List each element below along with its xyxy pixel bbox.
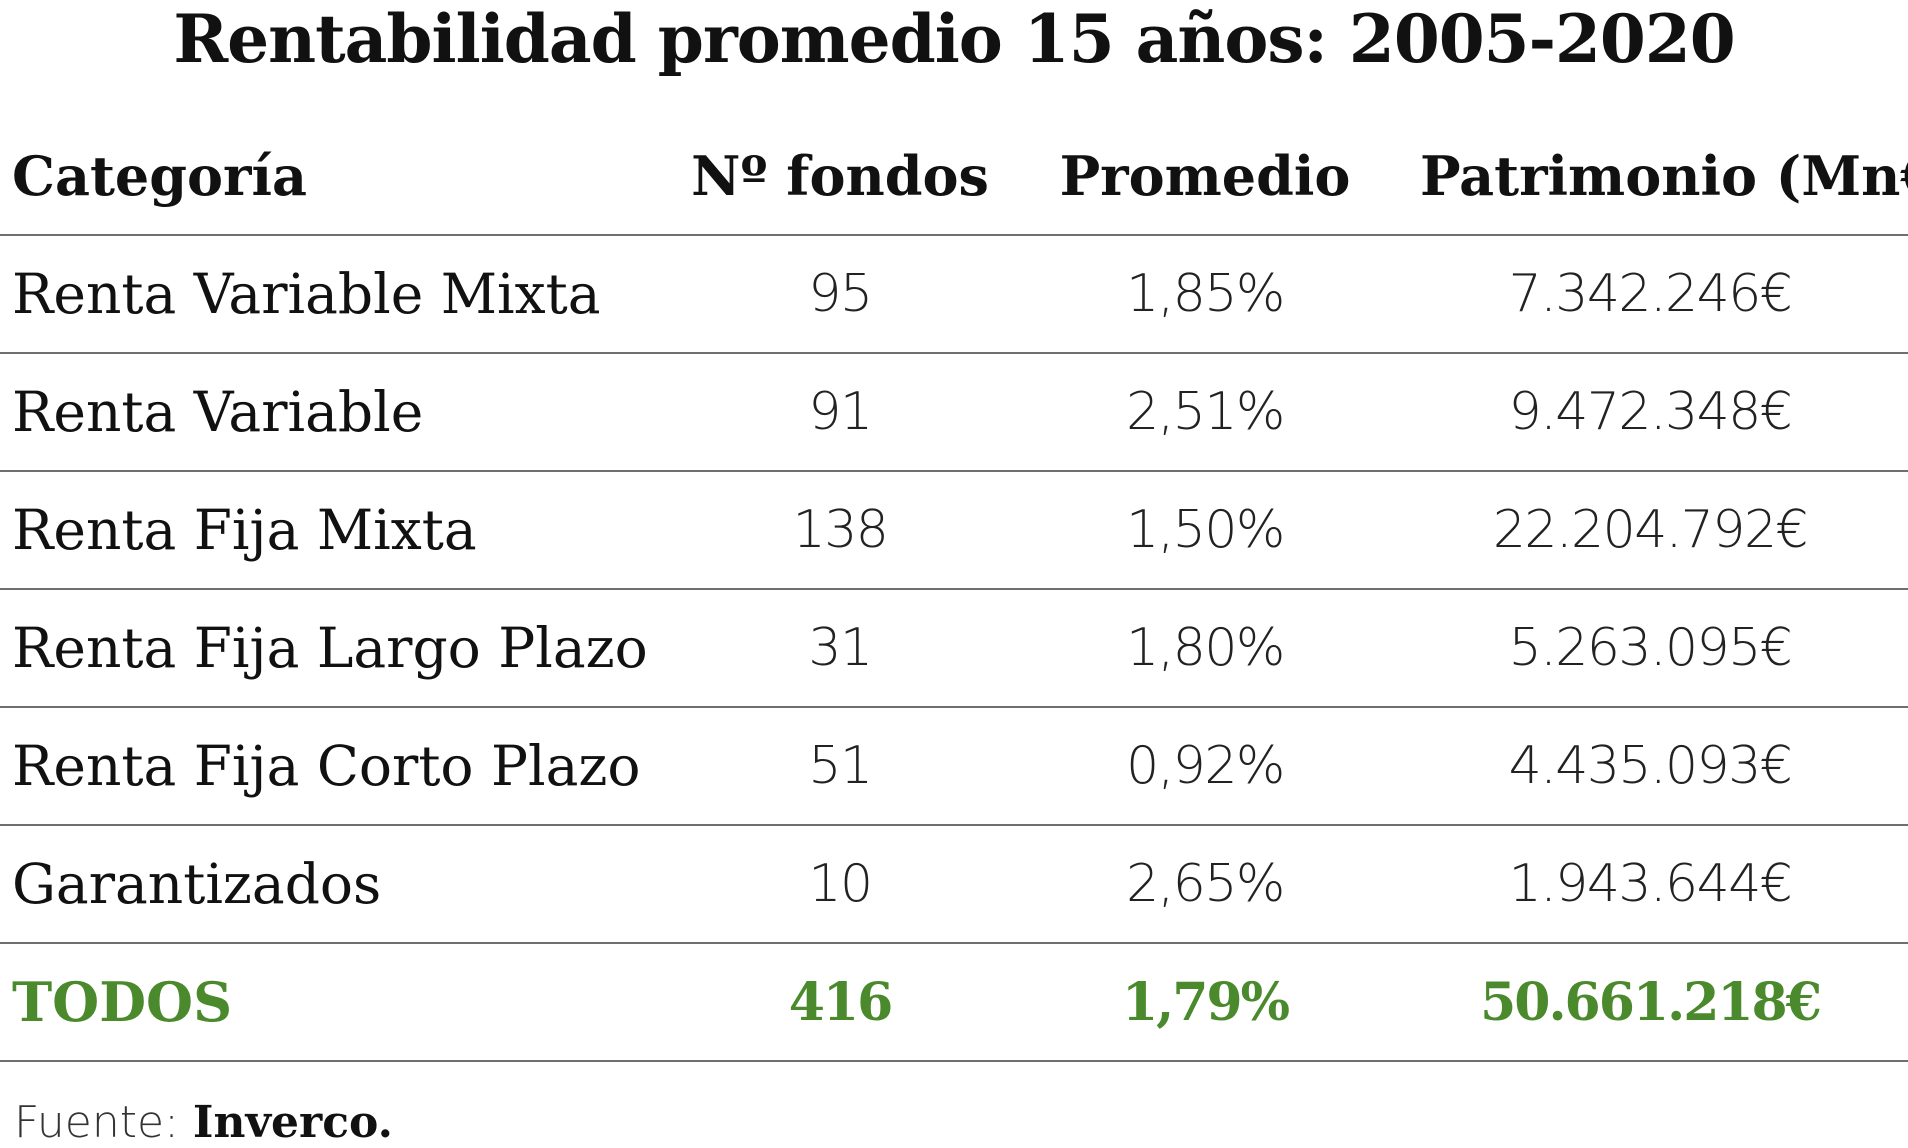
row-promedio: 2,51% — [1126, 382, 1285, 442]
row-promedio: 1,50% — [1126, 500, 1285, 560]
table-header-row: Categoría Nº fondos Promedio Patrimonio … — [0, 117, 1908, 236]
table-total-row: TODOS 416 1,79% 50.661.218€ — [0, 944, 1908, 1062]
row-patrimonio: 7.342.246€ — [1508, 264, 1793, 324]
row-categoria: Renta Variable Mixta — [12, 262, 601, 326]
row-categoria: Renta Variable — [12, 380, 424, 444]
table-row: Garantizados 10 2,65% 1.943.644€ — [0, 826, 1908, 944]
table-row: Renta Variable 91 2,51% 9.472.348€ — [0, 354, 1908, 472]
row-fondos: 138 — [792, 500, 889, 560]
row-fondos: 31 — [808, 618, 873, 678]
row-patrimonio: 9.472.348€ — [1508, 382, 1793, 442]
row-promedio: 2,65% — [1126, 854, 1285, 914]
header-promedio: Promedio — [1059, 143, 1351, 208]
source-note: Fuente: Inverco. — [14, 1098, 393, 1148]
total-fondos: 416 — [788, 971, 894, 1033]
source-value: Inverco. — [192, 1097, 393, 1148]
row-promedio: 1,80% — [1126, 618, 1285, 678]
row-patrimonio: 5.263.095€ — [1508, 618, 1793, 678]
row-promedio: 0,92% — [1126, 736, 1285, 796]
header-patrimonio: Patrimonio (Mn€) — [1420, 143, 1908, 208]
header-fondos: Nº fondos — [691, 143, 989, 208]
total-categoria: TODOS — [12, 970, 233, 1034]
row-categoria: Renta Fija Corto Plazo — [12, 734, 641, 798]
row-categoria: Renta Fija Mixta — [12, 498, 477, 562]
row-patrimonio: 4.435.093€ — [1508, 736, 1793, 796]
row-fondos: 10 — [808, 854, 873, 914]
row-patrimonio: 22.204.792€ — [1492, 500, 1809, 560]
row-promedio: 1,85% — [1126, 264, 1285, 324]
row-patrimonio: 1.943.644€ — [1508, 854, 1793, 914]
row-categoria: Garantizados — [12, 852, 382, 916]
table-row: Renta Variable Mixta 95 1,85% 7.342.246€ — [0, 236, 1908, 354]
chart-title: Rentabilidad promedio 15 años: 2005-2020 — [173, 0, 1735, 78]
row-fondos: 51 — [808, 736, 873, 796]
table-row: Renta Fija Corto Plazo 51 0,92% 4.435.09… — [0, 708, 1908, 826]
table-row: Renta Fija Mixta 138 1,50% 22.204.792€ — [0, 472, 1908, 590]
row-fondos: 95 — [808, 264, 873, 324]
row-categoria: Renta Fija Largo Plazo — [12, 616, 648, 680]
header-categoria: Categoría — [12, 143, 307, 208]
total-patrimonio: 50.661.218€ — [1480, 971, 1822, 1033]
row-fondos: 91 — [808, 382, 873, 442]
source-label: Fuente: — [14, 1097, 193, 1148]
table-row: Renta Fija Largo Plazo 31 1,80% 5.263.09… — [0, 590, 1908, 708]
total-promedio: 1,79% — [1121, 971, 1290, 1033]
data-table: Categoría Nº fondos Promedio Patrimonio … — [0, 117, 1908, 1062]
